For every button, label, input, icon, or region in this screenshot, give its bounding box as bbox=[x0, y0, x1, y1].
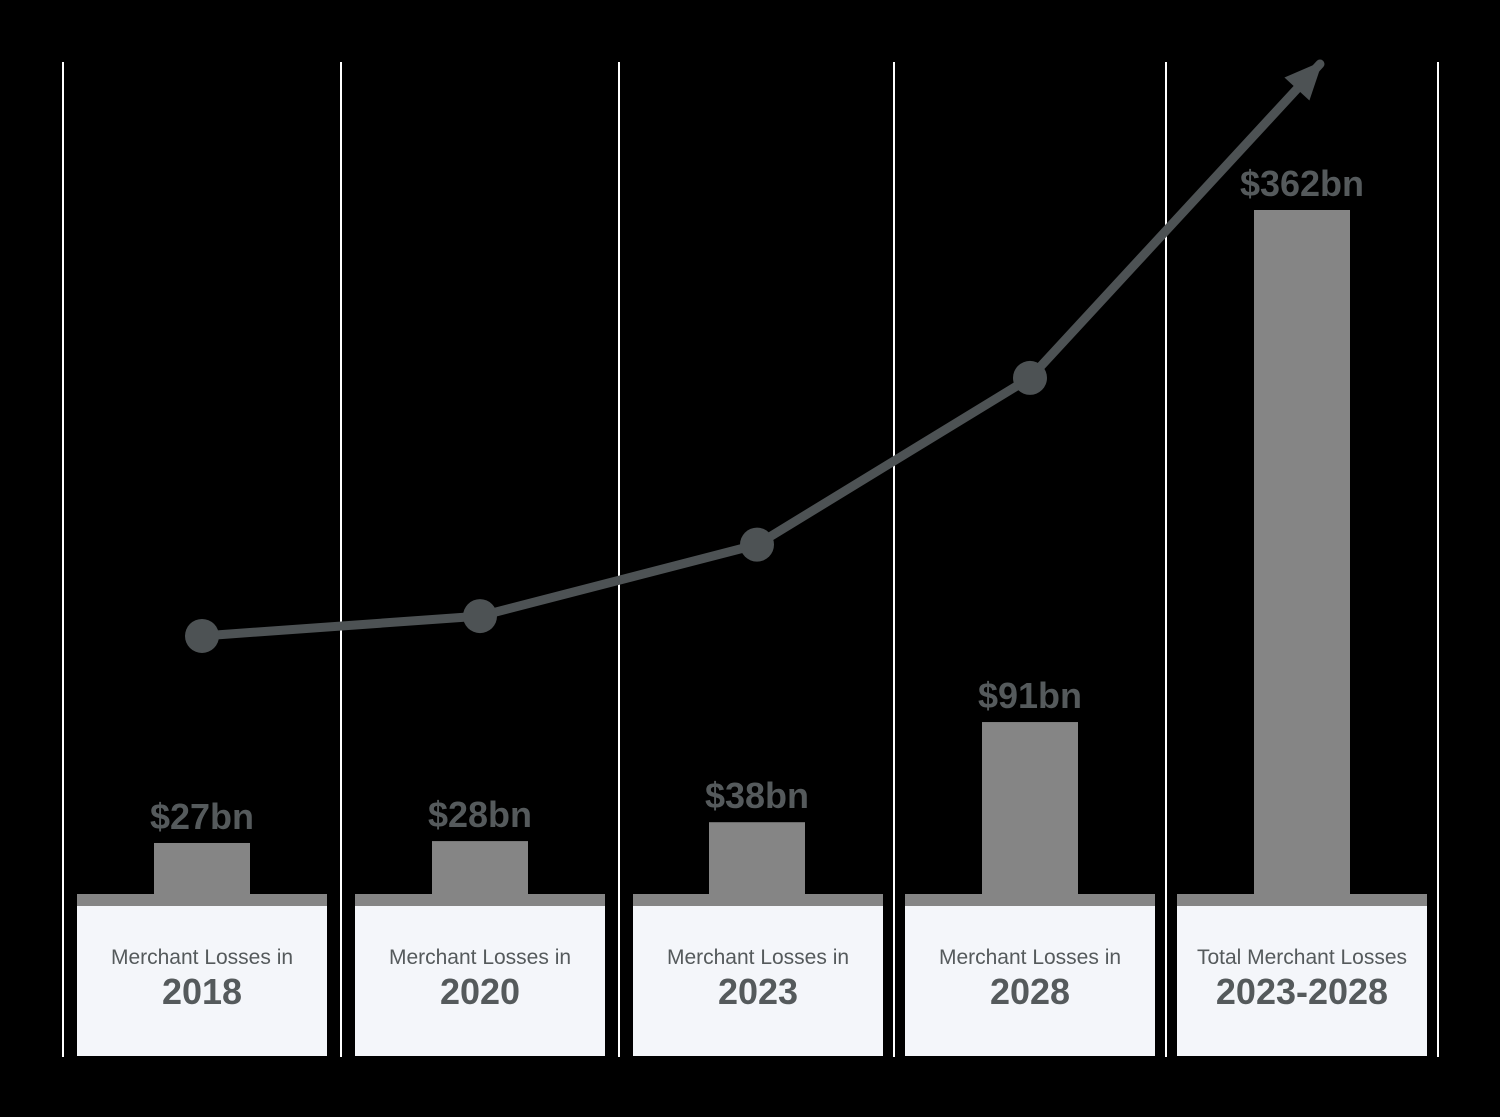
trend-point-2020 bbox=[463, 599, 497, 634]
category-label-box: Merchant Losses in 2018 bbox=[77, 906, 327, 1056]
column-divider bbox=[1437, 62, 1439, 1057]
base-strip bbox=[77, 894, 327, 906]
trend-point-2028 bbox=[1013, 360, 1047, 395]
category-prefix-label: Merchant Losses in bbox=[110, 946, 294, 969]
trend-arrow-head bbox=[1284, 61, 1323, 101]
value-label-2023: $38bn bbox=[705, 775, 809, 816]
column-divider bbox=[893, 62, 895, 1057]
base-strip bbox=[633, 894, 883, 906]
value-label-2028: $91bn bbox=[978, 675, 1082, 716]
value-label-2018: $27bn bbox=[150, 796, 254, 837]
bar-2023 bbox=[709, 822, 805, 894]
bar-2028 bbox=[982, 722, 1078, 894]
category-label-box: Merchant Losses in 2023 bbox=[633, 906, 883, 1056]
base-strip bbox=[905, 894, 1155, 906]
category-label-box: Total Merchant Losses 2023-2028 bbox=[1177, 906, 1427, 1056]
column-divider bbox=[62, 62, 64, 1057]
category-prefix-label: Merchant Losses in bbox=[666, 946, 850, 969]
category-label-box: Merchant Losses in 2020 bbox=[355, 906, 605, 1056]
category-year-label: 2020 bbox=[439, 971, 521, 1012]
base-strip bbox=[355, 894, 605, 906]
trend-point-2023 bbox=[740, 527, 774, 562]
category-year-label: 2023 bbox=[717, 971, 799, 1012]
bar-2020 bbox=[432, 841, 528, 894]
base-strip bbox=[1177, 894, 1427, 906]
category-year-label: 2028 bbox=[989, 971, 1071, 1012]
column-divider bbox=[618, 62, 620, 1057]
category-label-box: Merchant Losses in 2028 bbox=[905, 906, 1155, 1056]
value-label-2020: $28bn bbox=[428, 794, 532, 835]
category-year-label: 2018 bbox=[161, 971, 243, 1012]
category-year-label: 2023-2028 bbox=[1215, 971, 1389, 1012]
bar-2023-2028 bbox=[1254, 210, 1350, 894]
column-divider bbox=[340, 62, 342, 1057]
trend-point-2018 bbox=[185, 618, 219, 653]
column-divider bbox=[1165, 62, 1167, 1057]
category-prefix-label: Merchant Losses in bbox=[388, 946, 572, 969]
value-label-2023-2028: $362bn bbox=[1240, 163, 1364, 204]
bar-2018 bbox=[154, 842, 250, 894]
category-prefix-label: Merchant Losses in bbox=[938, 946, 1122, 969]
category-prefix-label: Total Merchant Losses bbox=[1196, 946, 1408, 969]
